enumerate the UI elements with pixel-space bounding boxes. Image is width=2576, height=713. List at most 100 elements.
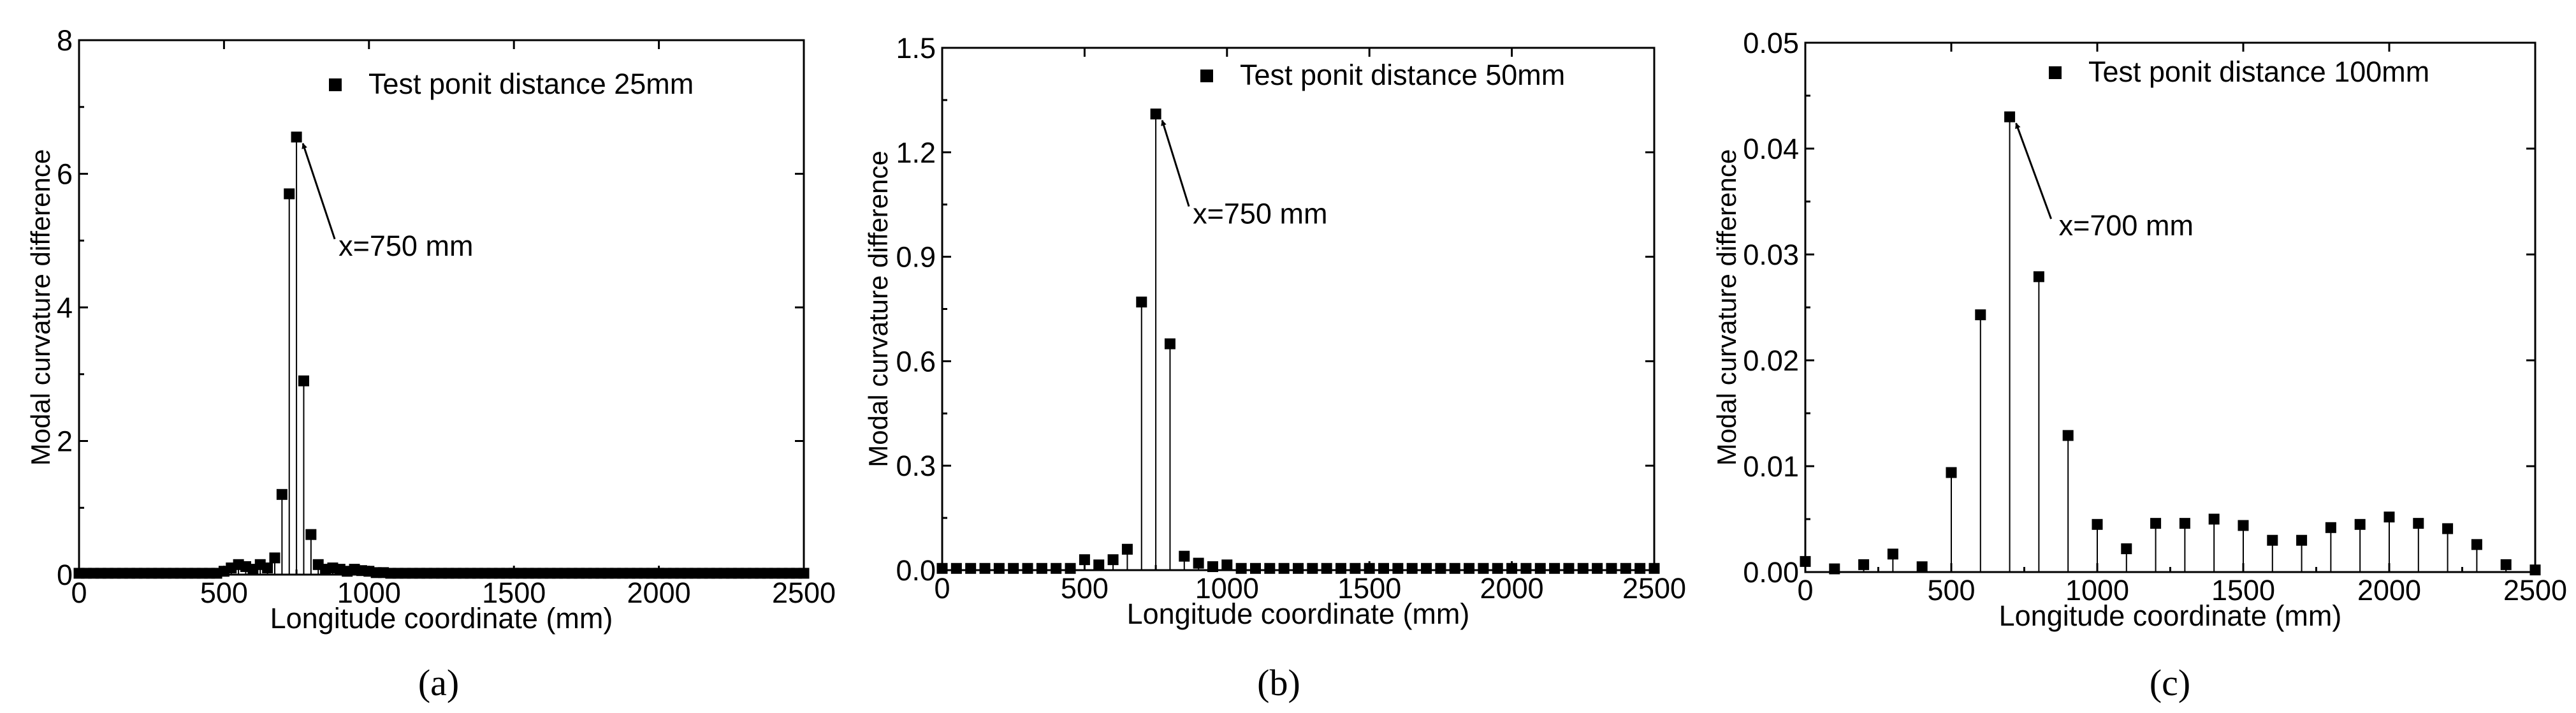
x-tick-label: 1500 [482, 577, 546, 609]
y-tick-label: 6 [57, 158, 73, 191]
y-tick-label: 0.9 [896, 241, 936, 274]
data-point [2383, 511, 2395, 523]
data-point [1350, 562, 1361, 574]
data-point [2325, 522, 2336, 533]
x-tick-label: 2500 [2503, 574, 2567, 606]
x-tick-label: 2000 [627, 577, 691, 609]
data-point [2121, 543, 2132, 554]
x-tick-label: 1500 [1337, 572, 1401, 605]
data-point [1179, 550, 1190, 562]
y-tick-label: 0 [57, 559, 73, 591]
subfigure-caption: (c) [2150, 662, 2190, 703]
data-point [276, 489, 287, 500]
data-point [1887, 548, 1898, 560]
data-point [1093, 559, 1105, 571]
y-tick-label: 0.00 [1743, 556, 1799, 589]
x-axis-label: Longitude coordinate (mm) [270, 602, 613, 635]
data-point [1022, 562, 1033, 574]
data-point [1079, 554, 1090, 566]
data-point [1221, 559, 1233, 571]
data-point [1634, 562, 1646, 574]
x-tick-label: 1000 [1195, 572, 1259, 605]
legend: Test ponit distance 50mm [1200, 59, 1565, 91]
data-point [1293, 562, 1304, 574]
y-tick-label: 1.2 [896, 136, 936, 169]
data-point [2150, 518, 2162, 529]
data-point [1478, 562, 1489, 574]
data-point [305, 529, 317, 540]
y-tick-label: 8 [57, 24, 73, 57]
data-point [1506, 562, 1518, 574]
data-point [1121, 543, 1133, 555]
data-point [1193, 557, 1204, 569]
data-point [1008, 562, 1019, 574]
data-point [2238, 520, 2249, 531]
y-axis-label: Modal curvature difference [1712, 149, 1742, 466]
x-tick-label: 2500 [772, 577, 836, 609]
y-axis-label: Modal curvature difference [863, 151, 893, 467]
data-point [1392, 562, 1404, 574]
data-point [979, 562, 991, 574]
data-point [1207, 561, 1218, 573]
subfigure-caption: (b) [1257, 662, 1300, 703]
data-point [950, 562, 962, 574]
y-tick-label: 0.3 [896, 450, 936, 482]
y-tick-label: 0.0 [896, 554, 936, 587]
data-point [1534, 562, 1546, 574]
data-point [936, 562, 948, 574]
plot-frame [1804, 41, 2536, 573]
data-point [1335, 562, 1347, 574]
annotation-text: x=750 mm [1193, 198, 1327, 230]
data-point [291, 131, 302, 143]
data-point [2413, 518, 2424, 529]
x-tick-label: 500 [200, 577, 248, 609]
x-tick-label: 0 [71, 577, 87, 609]
data-point [1606, 562, 1617, 574]
x-axis-label: Longitude coordinate (mm) [1999, 599, 2342, 632]
data-point [1065, 562, 1076, 574]
data-point [284, 188, 295, 200]
y-tick-label: 0.01 [1743, 450, 1799, 483]
data-point [1136, 297, 1147, 308]
data-point [2179, 518, 2190, 529]
x-tick-label: 2000 [2357, 574, 2421, 606]
data-point [2033, 271, 2044, 283]
legend: Test ponit distance 25mm [329, 68, 694, 100]
data-point [1592, 562, 1603, 574]
subfigure-caption: (a) [418, 662, 459, 703]
data-point [2442, 523, 2454, 534]
data-point [1406, 562, 1418, 574]
data-point [1107, 554, 1119, 566]
x-tick-label: 500 [1927, 574, 1975, 606]
panel-b: 0 500 1000 1500 2000 2500 0.0 0.3 0.6 0.9 1.2 1.5 M… [863, 32, 1686, 703]
panel-c: 0 500 1000 1500 2000 2500 0.00 0.01 0.02 0.03 0.04… [1712, 27, 2567, 703]
data-point [1321, 562, 1332, 574]
data-point [2296, 534, 2308, 546]
data-point [1829, 563, 1840, 575]
y-tick-label: 1.5 [896, 32, 936, 64]
data-point [1150, 108, 1161, 120]
peak-annotation: x=750 mm [1161, 119, 1327, 230]
x-tick-label: 0 [934, 572, 950, 605]
data-point [1051, 562, 1062, 574]
peak-annotation: x=700 mm [2015, 122, 2194, 242]
data-point [798, 568, 810, 579]
data-point [1520, 562, 1532, 574]
legend-marker [329, 78, 342, 91]
data-point [1464, 562, 1475, 574]
data-point [2354, 518, 2366, 530]
data-point [1620, 562, 1631, 574]
data-point [1364, 562, 1375, 574]
annotation-arrow [1161, 119, 1190, 207]
panel-a: 0 500 1000 1500 2000 2500 0 2 4 6 8 Modal curvatur… [25, 24, 836, 703]
y-tick-label: 0.03 [1743, 239, 1799, 271]
data-point [1249, 562, 1261, 574]
annotation-arrow [2015, 122, 2053, 219]
legend-label: Test ponit distance 50mm [1240, 59, 1565, 91]
y-tick-label: 0.6 [896, 345, 936, 378]
data-point [1549, 562, 1561, 574]
data-point [1946, 467, 1957, 478]
x-tick-label: 2500 [1622, 572, 1686, 605]
data-point [2208, 513, 2220, 525]
